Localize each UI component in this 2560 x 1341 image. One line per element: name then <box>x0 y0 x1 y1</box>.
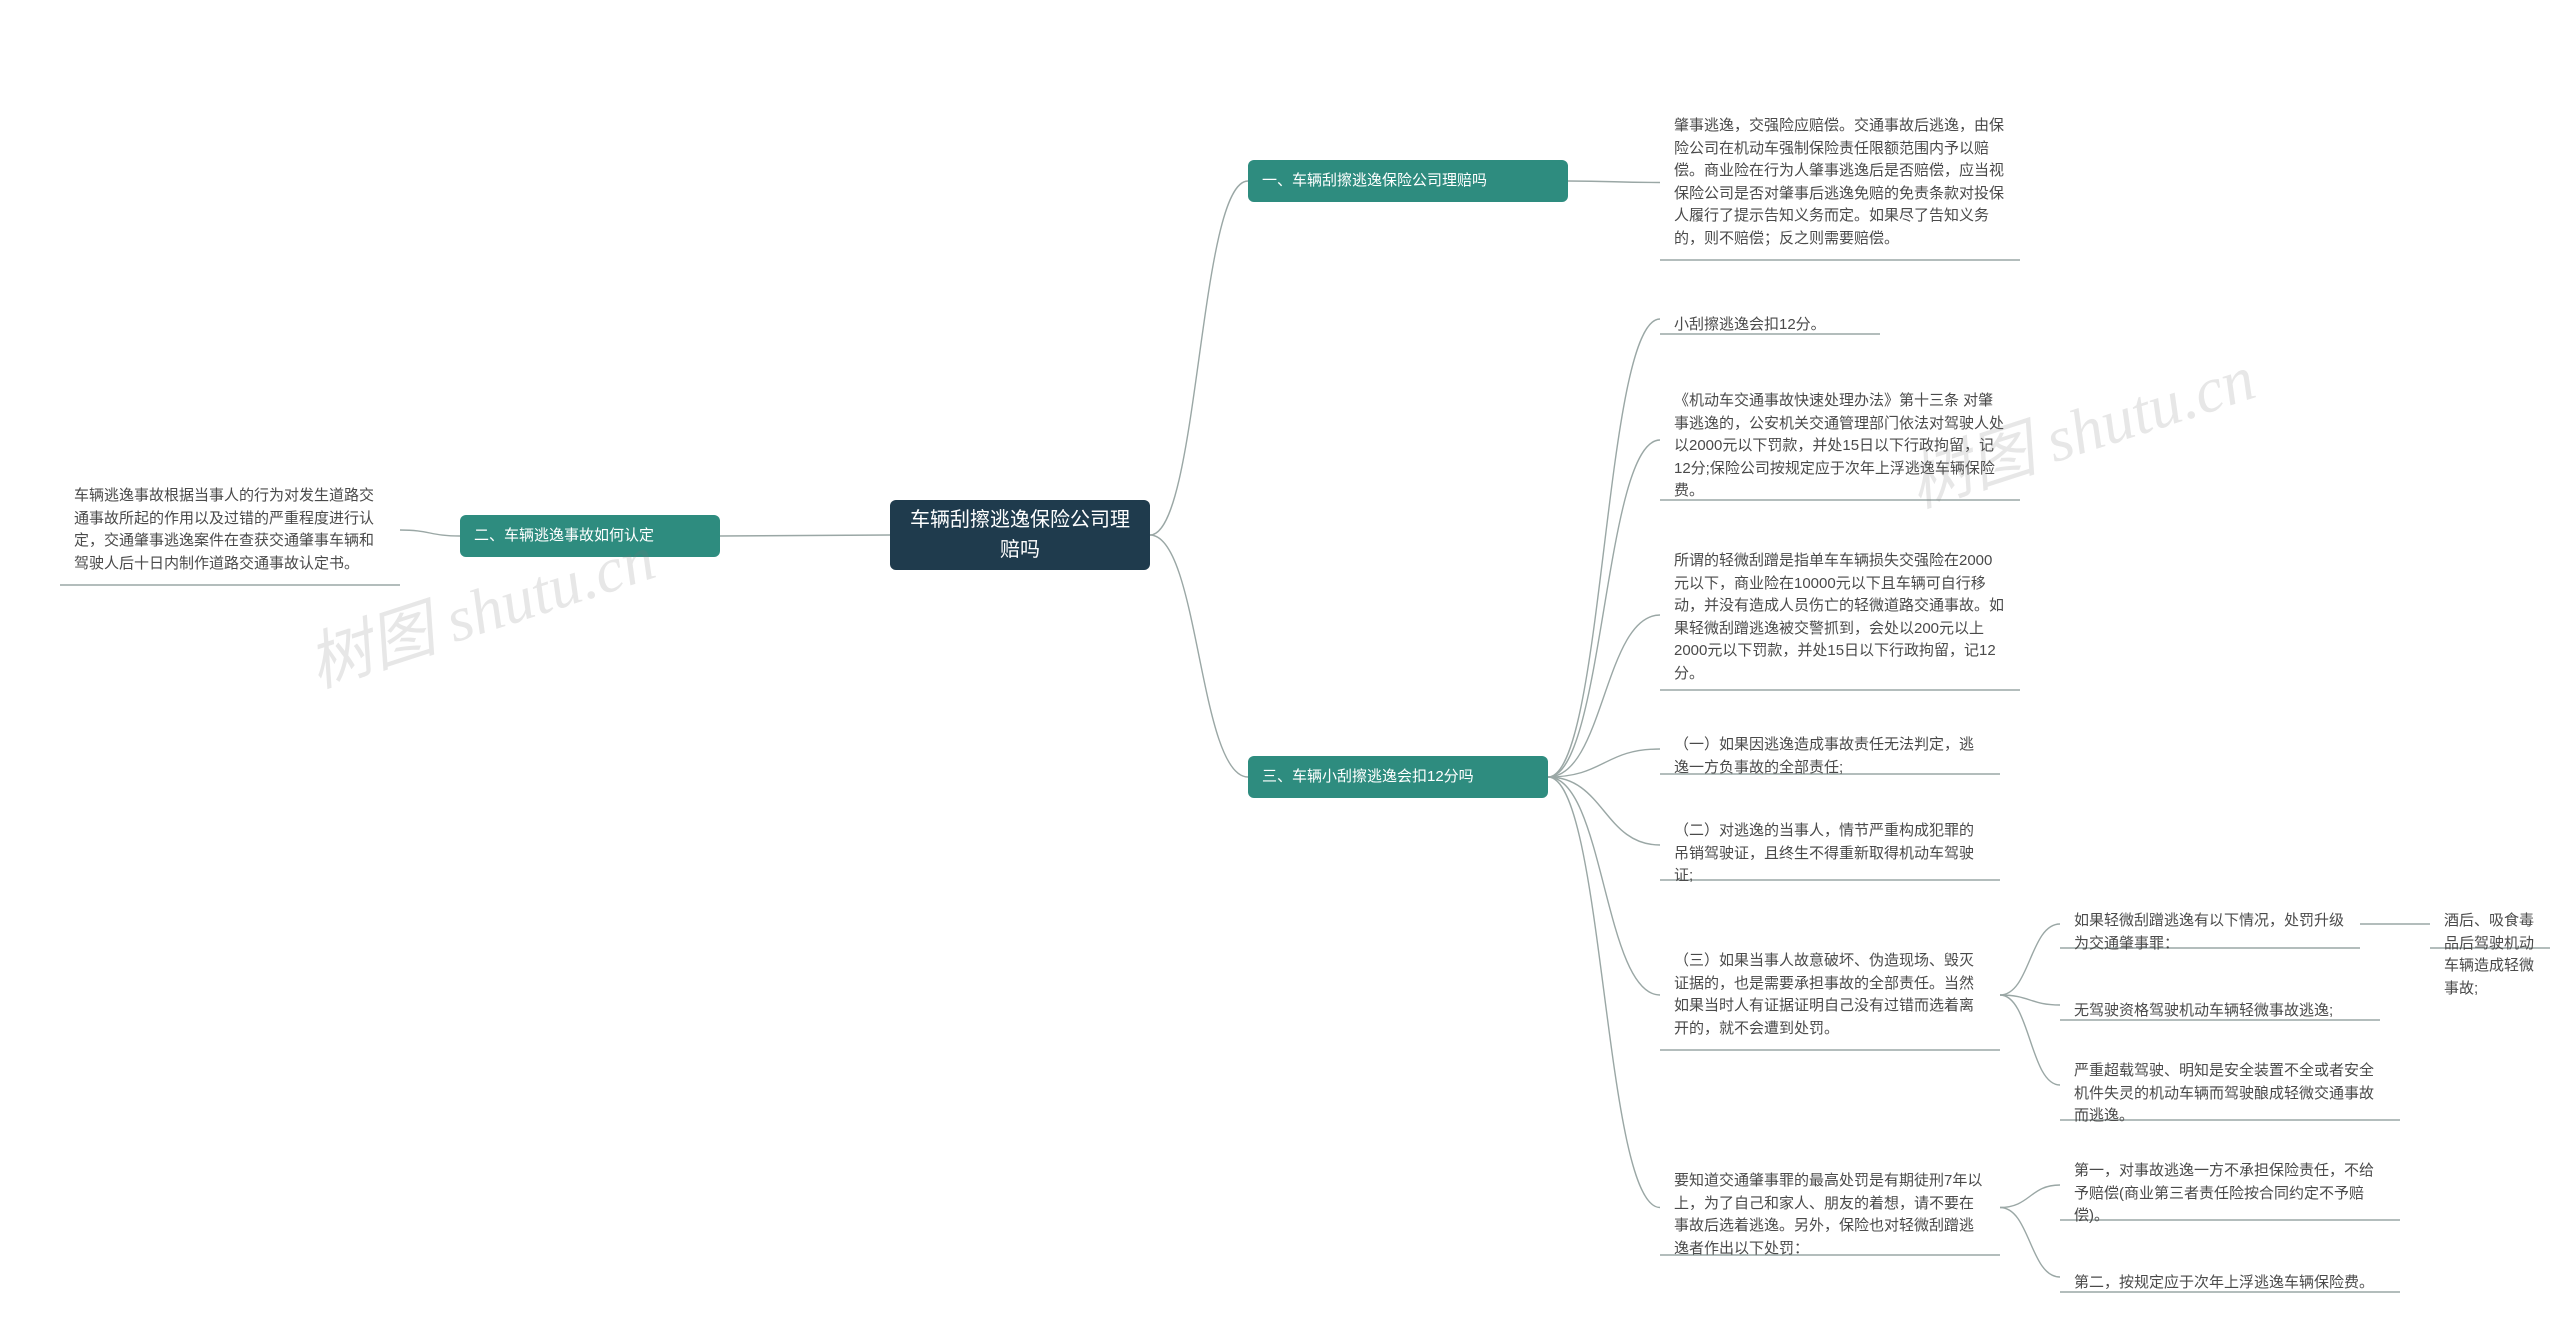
branch-3-leaf-3: 所谓的轻微刮蹭是指单车车辆损失交强险在2000元以下，商业险在10000元以下且… <box>1660 540 2020 695</box>
branch-3-leaf-7: 要知道交通肇事罪的最高处罚是有期徒刑7年以上，为了自己和家人、朋友的着想，请不要… <box>1660 1160 2000 1270</box>
branch-3-leaf-6c: 严重超载驾驶、明知是安全装置不全或者安全机件失灵的机动车辆而驾驶酿成轻微交通事故… <box>2060 1050 2400 1138</box>
branch-1-leaf-1: 肇事逃逸，交强险应赔偿。交通事故后逃逸，由保险公司在机动车强制保险责任限额范围内… <box>1660 105 2020 260</box>
branch-3-leaf-1: 小刮擦逃逸会扣12分。 <box>1660 304 1880 347</box>
branch-3: 三、车辆小刮擦逃逸会扣12分吗 <box>1248 756 1548 798</box>
branch-3-leaf-6a: 如果轻微刮蹭逃逸有以下情况，处罚升级为交通肇事罪： <box>2060 900 2360 965</box>
branch-3-leaf-5: （二）对逃逸的当事人，情节严重构成犯罪的吊销驾驶证，且终生不得重新取得机动车驾驶… <box>1660 810 2000 898</box>
branch-1-label: 一、车辆刮擦逃逸保险公司理赔吗 <box>1262 170 1487 193</box>
branch-3-leaf-7b: 第二，按规定应于次年上浮逃逸车辆保险费。 <box>2060 1262 2400 1305</box>
branch-1: 一、车辆刮擦逃逸保险公司理赔吗 <box>1248 160 1568 202</box>
branch-3-leaf-7a: 第一，对事故逃逸一方不承担保险责任，不给予赔偿(商业第三者责任险按合同约定不予赔… <box>2060 1150 2400 1238</box>
branch-2: 二、车辆逃逸事故如何认定 <box>460 515 720 557</box>
branch-3-label: 三、车辆小刮擦逃逸会扣12分吗 <box>1262 766 1474 789</box>
branch-2-label: 二、车辆逃逸事故如何认定 <box>474 525 654 548</box>
branch-3-leaf-2: 《机动车交通事故快速处理办法》第十三条 对肇事逃逸的，公安机关交通管理部门依法对… <box>1660 380 2020 513</box>
branch-3-leaf-4: （一）如果因逃逸造成事故责任无法判定，逃逸一方负事故的全部责任; <box>1660 724 2000 789</box>
root-label: 车辆刮擦逃逸保险公司理赔吗 <box>904 505 1136 565</box>
branch-3-leaf-6: （三）如果当事人故意破坏、伪造现场、毁灭证据的，也是需要承担事故的全部责任。当然… <box>1660 940 2000 1050</box>
branch-3-leaf-6b: 无驾驶资格驾驶机动车辆轻微事故逃逸; <box>2060 990 2380 1033</box>
branch-3-leaf-6a1: 酒后、吸食毒品后驾驶机动车辆造成轻微事故; <box>2430 900 2550 1010</box>
branch-2-leaf-1: 车辆逃逸事故根据当事人的行为对发生道路交通事故所起的作用以及过错的严重程度进行认… <box>60 475 400 585</box>
root-node: 车辆刮擦逃逸保险公司理赔吗 <box>890 500 1150 570</box>
